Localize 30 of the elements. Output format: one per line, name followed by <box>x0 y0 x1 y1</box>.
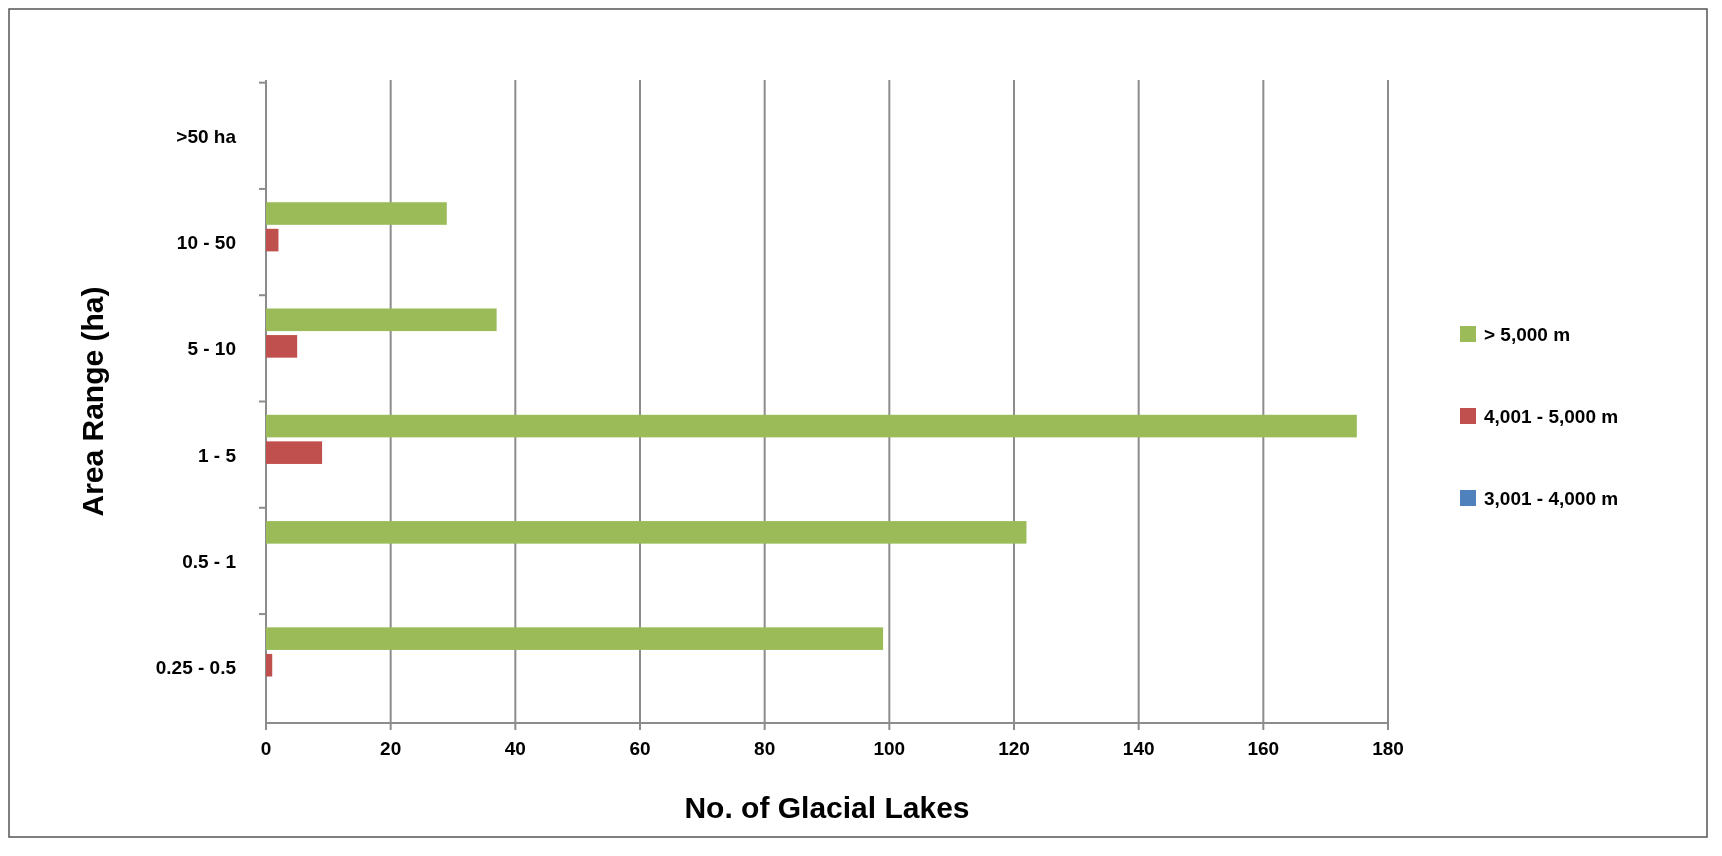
x-tick-label: 20 <box>380 738 402 759</box>
x-tick-label: 120 <box>998 738 1030 759</box>
bar <box>266 627 884 650</box>
x-tick-label: 0 <box>260 738 272 759</box>
y-tick-label: 0.5 - 1 <box>182 550 237 572</box>
legend-label: 4,001 - 5,000 m <box>1484 406 1619 427</box>
bar <box>266 441 323 464</box>
y-axis-title: Area Range (ha) <box>76 286 109 517</box>
bar <box>266 308 497 332</box>
x-tick-label: 100 <box>873 738 906 759</box>
x-tick-label: 80 <box>754 738 776 759</box>
x-tick-label: 180 <box>1372 738 1404 759</box>
x-tick-label: 160 <box>1247 738 1280 759</box>
y-tick-label: 5 - 10 <box>187 338 236 360</box>
x-tick-label: 40 <box>504 738 526 759</box>
x-axis-title: No. of Glacial Lakes <box>684 791 970 824</box>
bar <box>266 653 273 677</box>
bar <box>266 414 1357 438</box>
bar <box>266 335 298 358</box>
bar <box>266 228 279 252</box>
y-tick-label: 0.25 - 0.5 <box>155 657 237 679</box>
x-tick-label: 60 <box>629 738 651 759</box>
legend-label: 3,001 - 4,000 m <box>1484 488 1619 509</box>
y-tick-label: >50 ha <box>176 125 237 147</box>
x-tick-label: 140 <box>1122 738 1155 759</box>
y-tick-label: 10 - 50 <box>176 232 236 254</box>
y-tick-label: 1 - 5 <box>197 444 237 466</box>
legend-label: > 5,000 m <box>1484 324 1571 345</box>
bar <box>266 521 1027 544</box>
bar <box>266 202 447 225</box>
